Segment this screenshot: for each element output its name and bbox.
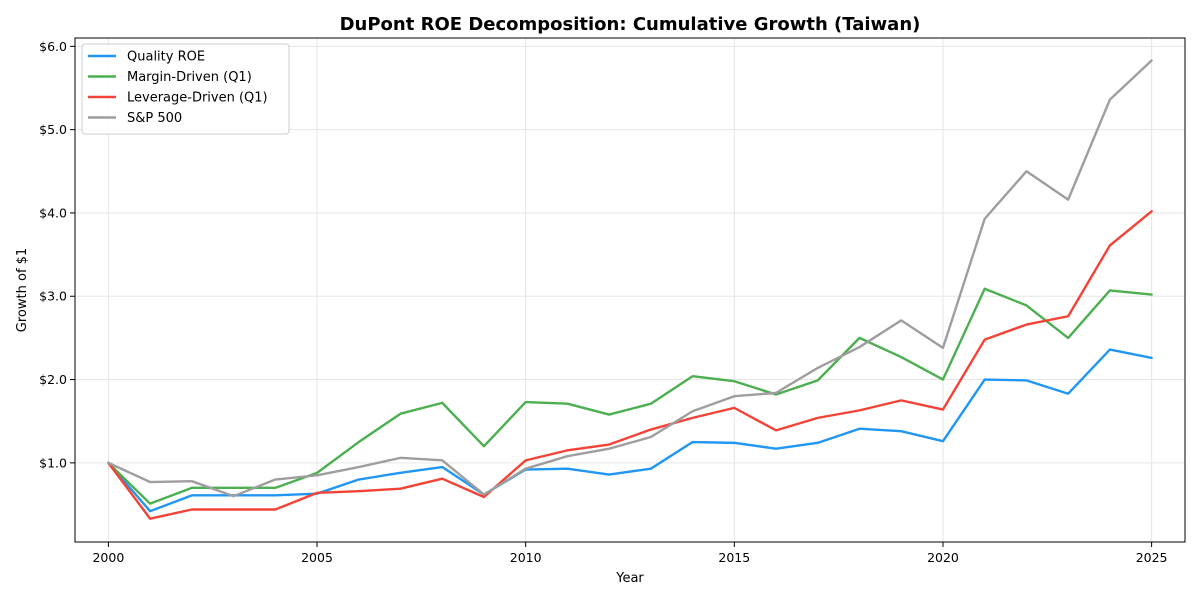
series-line-leverage-driven-q1 (107, 210, 1153, 520)
legend-entry: Leverage-Driven (Q1) (127, 91, 268, 106)
x-axis: 2000 2005 2010 2015 2020 2025 (92, 542, 1168, 565)
series-line-quality-roe (107, 348, 1153, 513)
y-tick-label: $3.0 (39, 289, 67, 304)
series-line-s-p-500 (107, 59, 1153, 498)
grid-lines (75, 38, 1185, 542)
y-tick-label: $2.0 (39, 372, 67, 387)
legend-entry: S&P 500 (127, 111, 182, 126)
x-tick-label: 2005 (301, 550, 333, 565)
y-axis: $1.0 $2.0 $3.0 $4.0 $5.0 $6.0 (39, 39, 75, 470)
x-tick-label: 2010 (510, 550, 542, 565)
legend-box (81, 43, 290, 135)
x-tick-label: 2015 (718, 550, 750, 565)
series-lines (107, 59, 1153, 520)
x-axis-label: Year (615, 571, 644, 586)
legend: Quality ROE Margin-Driven (Q1) Leverage-Dr… (81, 43, 290, 135)
series-line-margin-driven-q1 (107, 287, 1153, 505)
y-tick-label: $6.0 (39, 39, 67, 54)
legend-entry: Margin-Driven (Q1) (127, 70, 252, 85)
x-tick-label: 2020 (927, 550, 959, 565)
legend-entry: Quality ROE (127, 50, 205, 65)
x-tick-label: 2000 (92, 550, 124, 565)
y-tick-label: $5.0 (39, 122, 67, 137)
chart-title: DuPont ROE Decomposition: Cumulative Gro… (340, 14, 921, 35)
y-tick-label: $1.0 (39, 455, 67, 470)
y-tick-label: $4.0 (39, 205, 67, 220)
x-tick-label: 2025 (1136, 550, 1168, 565)
y-axis-label: Growth of $1 (15, 248, 30, 332)
plot-frame (74, 37, 1186, 543)
